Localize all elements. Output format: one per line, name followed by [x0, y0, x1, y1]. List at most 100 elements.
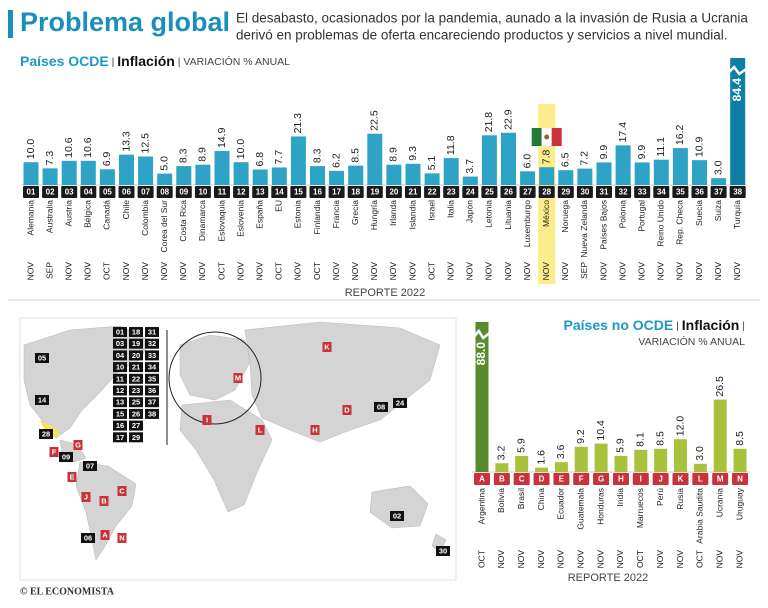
code-badge: 24: [466, 188, 475, 197]
month-label: NOV: [407, 262, 417, 281]
code-badge: 38: [733, 188, 742, 197]
month-label: NOV: [121, 262, 131, 281]
bar: [80, 160, 96, 185]
category-label: Israel: [426, 200, 436, 221]
map-marker: [81, 492, 91, 502]
bar: [558, 170, 574, 185]
map-marker: [81, 533, 95, 543]
category-label: España: [254, 200, 264, 229]
title-accent: [8, 10, 13, 38]
map-labels: 01 18 31 03 19 32 04 20 33 10 21 34 11 22 35 12 23 36 13 25…: [35, 327, 450, 556]
category-label: Reino Unido: [656, 200, 666, 247]
africa: [179, 399, 273, 513]
code-badge-box: [729, 186, 746, 198]
code-badge: N: [737, 475, 743, 484]
category-label: EU: [274, 200, 284, 212]
category-label: Japón: [465, 200, 475, 223]
code-badge: F: [579, 475, 584, 484]
code-badge-box: [385, 186, 402, 198]
category-label: Bolivia: [496, 488, 506, 513]
map-marker-label: L: [258, 425, 263, 434]
map-marker: [390, 511, 404, 521]
value-label: 6.0: [521, 154, 533, 169]
legend-box: [145, 338, 159, 349]
bar: [348, 165, 364, 185]
value-label: 10.0: [25, 139, 37, 160]
code-badge-box: [710, 186, 727, 198]
map-marker-label: I: [206, 415, 208, 424]
code-badge-box: [271, 186, 288, 198]
month-label: OCT: [312, 262, 322, 280]
category-label: India: [615, 488, 625, 507]
value-label: 6.8: [254, 152, 266, 167]
code-badge: J: [658, 475, 662, 484]
map-marker: [202, 415, 212, 425]
legend-box: [113, 327, 127, 337]
legend-box: [129, 397, 143, 408]
legend-code: 19: [132, 339, 140, 348]
map-marker-label: 08: [377, 402, 385, 411]
legend-code: 26: [132, 409, 140, 418]
separator: |: [175, 56, 184, 68]
europe: [179, 334, 251, 401]
value-label: 8.5: [349, 148, 361, 163]
bar: [535, 467, 549, 472]
bar: [634, 449, 648, 472]
legend-box: [145, 408, 159, 419]
map-marker: [255, 425, 265, 435]
legend-code: 36: [148, 386, 156, 395]
code-badge-box: [175, 186, 192, 198]
footer: © EL ECONOMISTA: [20, 586, 115, 597]
month-label: OCT: [695, 550, 705, 568]
bar: [554, 462, 568, 472]
code-badge: 02: [46, 188, 55, 197]
legend-box: [145, 327, 159, 337]
bar: [539, 167, 555, 185]
month-label: NOV: [556, 550, 566, 569]
map-marker: [35, 395, 49, 405]
separator: |: [739, 320, 745, 332]
code-badge-box: [672, 473, 689, 485]
code-badge: L: [698, 475, 703, 484]
unit-label: VARIACIÓN % ANUAL: [183, 55, 290, 68]
map-marker-label: 14: [38, 395, 47, 404]
bar: [614, 455, 628, 472]
month-label: SEP: [44, 262, 54, 279]
bar: [405, 163, 421, 185]
map-marker: [83, 461, 97, 471]
bar: [157, 173, 173, 185]
code-badge: D: [539, 475, 545, 484]
bar: [615, 145, 631, 185]
category-label: Argentina: [476, 488, 486, 525]
value-label: 11.1: [655, 137, 667, 157]
month-label: NOV: [734, 550, 744, 569]
map-marker: [39, 429, 53, 439]
legend-box: [129, 338, 143, 349]
description-line: derivó en problemas de oferta encarecien…: [236, 28, 728, 43]
bar: [577, 168, 593, 185]
code-badge-box: [493, 473, 510, 485]
axis-break: [473, 328, 491, 340]
legend-code: 17: [116, 433, 124, 442]
legend-code: 03: [116, 339, 124, 348]
category-label: México: [541, 200, 551, 227]
code-badge-box: [672, 186, 689, 198]
legend-box: [129, 432, 143, 443]
map-marker: [100, 530, 110, 540]
bar: [481, 135, 497, 185]
code-badge-box: [156, 186, 173, 198]
flag-red: [551, 128, 562, 146]
code-badge-box: [443, 186, 460, 198]
value-label: 17.4: [617, 122, 629, 143]
category-label: Francia: [331, 200, 341, 229]
legend-box: [113, 408, 127, 419]
value-label: 7.7: [273, 150, 285, 165]
month-label: NOV: [714, 550, 724, 569]
bar: [520, 171, 536, 185]
category-label: Italia: [445, 200, 455, 218]
month-label: NOV: [636, 262, 646, 281]
category-label: Turquía: [732, 200, 742, 229]
map-marker: [310, 425, 320, 435]
month-label: SEP: [579, 262, 589, 279]
